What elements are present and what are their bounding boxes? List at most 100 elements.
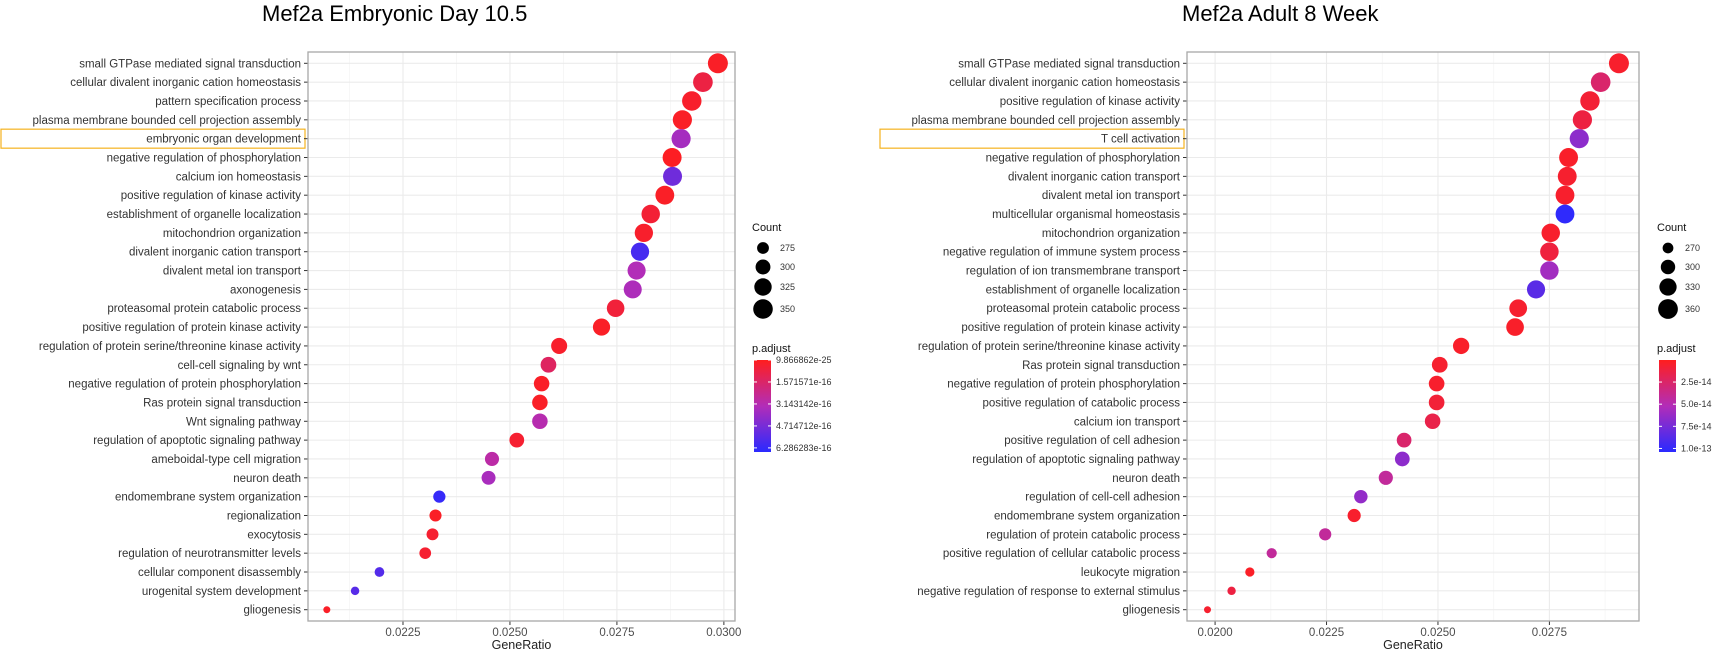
category-label: divalent metal ion transport	[1042, 190, 1181, 202]
category-label: positive regulation of cell adhesion	[1004, 435, 1180, 447]
p-adjust-colorbar	[754, 360, 771, 452]
data-point	[1424, 413, 1441, 430]
category-label: negative regulation of protein phosphory…	[68, 379, 301, 391]
category-label: proteasomal protein catabolic process	[986, 303, 1180, 315]
p-adjust-legend-label: 2.5e-14	[1681, 377, 1712, 387]
data-point	[606, 299, 625, 318]
data-point	[1555, 204, 1575, 224]
category-label: cellular divalent inorganic cation homeo…	[70, 77, 301, 89]
category-label: cellular divalent inorganic cation homeo…	[949, 77, 1180, 89]
data-point	[662, 148, 682, 168]
count-legend-label: 330	[1685, 282, 1700, 292]
category-label: positive regulation of kinase activity	[121, 190, 302, 202]
data-point	[350, 586, 360, 596]
category-label: proteasomal protein catabolic process	[107, 303, 301, 315]
data-point	[1555, 185, 1575, 205]
data-point	[1580, 91, 1600, 111]
p-adjust-legend-title: p.adjust	[1657, 343, 1696, 355]
category-label: divalent inorganic cation transport	[1008, 171, 1181, 183]
category-label: regulation of protein serine/threonine k…	[39, 341, 301, 353]
data-point	[641, 204, 660, 224]
data-point	[693, 72, 713, 92]
p-adjust-colorbar	[1659, 360, 1676, 452]
data-point	[374, 567, 385, 577]
category-label: Ras protein signal transduction	[1022, 360, 1180, 372]
p-adjust-legend-title: p.adjust	[752, 343, 791, 355]
count-legend-key	[757, 242, 769, 254]
data-point	[707, 53, 728, 74]
data-point	[1590, 72, 1611, 92]
category-label: negative regulation of phosphorylation	[107, 153, 301, 165]
count-legend: Count 275 300 325 350	[752, 222, 795, 319]
count-legend-label: 270	[1685, 243, 1700, 253]
category-label: pattern specification process	[155, 96, 301, 108]
data-point	[1557, 166, 1577, 186]
panel-border	[307, 51, 736, 622]
category-label: positive regulation of protein kinase ac…	[961, 322, 1180, 334]
count-legend-label: 275	[780, 243, 795, 253]
data-point	[1378, 470, 1393, 485]
data-point	[433, 490, 446, 503]
data-point	[1428, 394, 1445, 411]
category-label: positive regulation of catabolic process	[982, 397, 1180, 409]
x-tick-label: 0.0225	[385, 627, 420, 639]
category-label: exocytosis	[247, 529, 301, 541]
category-label: multicellular organismal homeostasis	[992, 209, 1180, 221]
count-legend-label: 350	[780, 304, 795, 314]
count-legend-key	[753, 299, 773, 319]
category-label: negative regulation of response to exter…	[917, 586, 1180, 598]
plot-panel	[308, 52, 735, 621]
data-point	[532, 413, 548, 430]
x-axis-title: GeneRatio	[492, 638, 552, 652]
data-point	[1319, 528, 1332, 541]
category-label: calcium ion homeostasis	[176, 171, 302, 183]
data-point	[484, 451, 500, 467]
category-label: leukocyte migration	[1081, 567, 1180, 579]
chart-embryonic: Mef2a Embryonic Day 10.5 small GTPase med…	[0, 1, 832, 652]
category-label: divalent metal ion transport	[163, 266, 302, 278]
data-point	[1452, 337, 1470, 355]
x-tick-label: 0.0250	[492, 627, 527, 639]
x-tick-label: 0.0250	[1420, 627, 1455, 639]
data-point	[323, 606, 331, 614]
p-adjust-legend-label: 9.866862e-25	[776, 355, 832, 365]
data-point	[1526, 280, 1546, 299]
chart-title: Mef2a Adult 8 Week	[1182, 1, 1379, 26]
count-legend-key	[1662, 242, 1674, 254]
category-label: small GTPase mediated signal transductio…	[79, 58, 301, 70]
x-tick-label: 0.0300	[706, 627, 741, 639]
count-legend-key	[754, 278, 772, 296]
category-label: regulation of apoptotic signaling pathwa…	[93, 435, 301, 447]
data-point	[1431, 356, 1448, 373]
p-adjust-legend-label: 7.5e-14	[1681, 421, 1712, 431]
panel-border	[1186, 51, 1640, 622]
p-adjust-legend-label: 4.714712e-16	[776, 421, 832, 431]
category-label: gliogenesis	[1122, 605, 1180, 617]
category-label: negative regulation of phosphorylation	[986, 153, 1180, 165]
data-point	[682, 91, 702, 111]
category-label: establishment of organelle localization	[107, 209, 301, 221]
category-label: regulation of apoptotic signaling pathwa…	[972, 454, 1180, 466]
data-point	[429, 509, 442, 522]
category-label: calcium ion transport	[1074, 416, 1181, 428]
category-label: regulation of ion transmembrane transpor…	[966, 266, 1181, 278]
category-label: positive regulation of kinase activity	[1000, 96, 1181, 108]
category-label: axonogenesis	[230, 284, 301, 296]
category-label: positive regulation of protein kinase ac…	[82, 322, 301, 334]
x-tick-label: 0.0275	[1532, 627, 1567, 639]
category-label: positive regulation of cellular cataboli…	[943, 548, 1180, 560]
chart-title: Mef2a Embryonic Day 10.5	[262, 1, 527, 26]
data-point	[1347, 508, 1361, 523]
data-point	[627, 261, 646, 280]
category-label: mitochondrion organization	[1042, 228, 1180, 240]
data-point	[1204, 606, 1212, 614]
count-legend-label: 325	[780, 282, 795, 292]
category-label: divalent inorganic cation transport	[129, 247, 302, 259]
count-legend: Count 270 300 330 360	[1657, 222, 1700, 319]
category-label: gliogenesis	[243, 605, 301, 617]
category-label: small GTPase mediated signal transductio…	[958, 58, 1180, 70]
count-legend-label: 300	[1685, 262, 1700, 272]
data-point	[663, 166, 683, 186]
category-label: T cell activation	[1101, 134, 1180, 146]
